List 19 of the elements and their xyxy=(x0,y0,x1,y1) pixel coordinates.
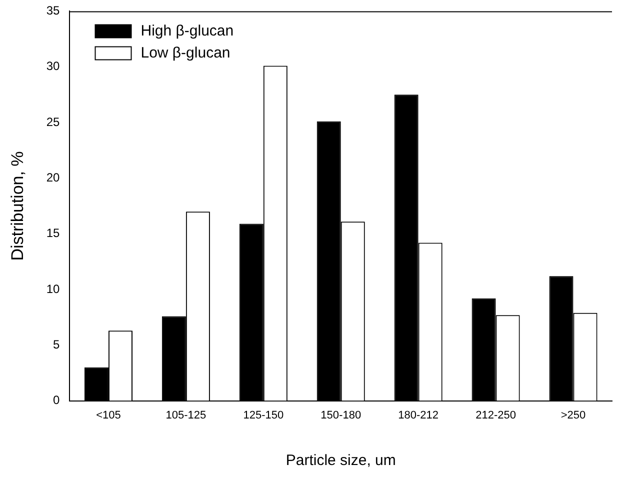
y-tick-label: 35 xyxy=(46,4,60,18)
y-tick-label: 15 xyxy=(46,226,60,240)
x-tick-label: 150-180 xyxy=(320,409,362,422)
legend-label: Low β-glucan xyxy=(140,44,230,62)
x-tick-label: <105 xyxy=(96,409,121,422)
y-tick-label: 25 xyxy=(46,114,60,129)
y-tick-label: 10 xyxy=(46,282,60,296)
y-axis-title: Distribution, % xyxy=(8,151,27,261)
legend-label: High β-glucan xyxy=(140,22,234,40)
y-tick-label: 30 xyxy=(46,59,60,74)
x-tick-label: 125-150 xyxy=(243,409,284,422)
x-axis-title: Particle size, um xyxy=(286,452,396,470)
x-tick-label: 180-212 xyxy=(398,409,439,422)
y-tick-label: 5 xyxy=(53,337,60,352)
x-tick-label: >250 xyxy=(560,409,586,422)
y-tick-label: 20 xyxy=(46,170,60,184)
y-tick-label: 0 xyxy=(53,393,60,408)
x-tick-label: 212-250 xyxy=(476,409,516,422)
x-tick-label: 105-125 xyxy=(166,409,206,422)
